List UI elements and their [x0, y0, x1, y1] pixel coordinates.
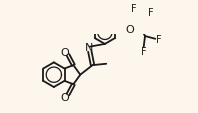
- Text: F: F: [148, 8, 154, 18]
- Text: F: F: [141, 47, 147, 57]
- Text: F: F: [156, 34, 162, 44]
- Text: F: F: [131, 4, 136, 14]
- Text: O: O: [61, 92, 69, 102]
- Text: N: N: [85, 42, 93, 52]
- Text: O: O: [126, 25, 134, 35]
- Text: O: O: [61, 48, 69, 58]
